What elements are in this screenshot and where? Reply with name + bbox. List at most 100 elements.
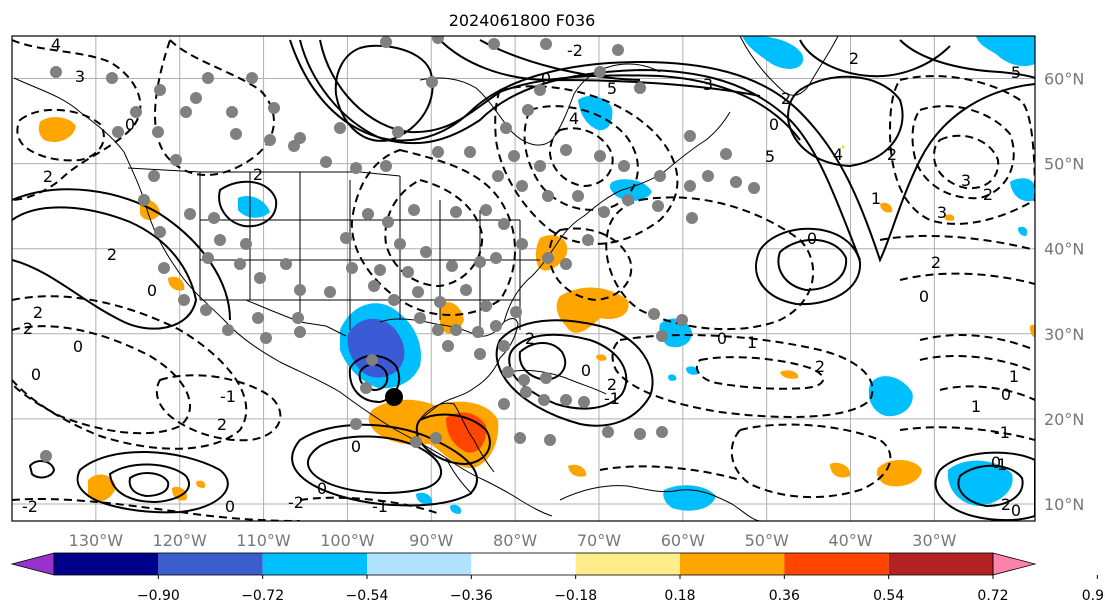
contour-lines [12,39,1035,521]
contour-label: -2 [288,493,304,512]
contour-negative [12,497,301,521]
colorbar-extend-high [992,552,1037,576]
station-dot [154,84,166,96]
station-dot [130,106,142,118]
station-dot [254,272,266,284]
colorbar-tick-label: −0.36 [450,588,493,604]
station-dot [508,150,520,162]
colorbar-segment [784,553,889,575]
longitude-label: 130°W [69,531,124,550]
station-dot [350,418,362,430]
station-dot [50,66,62,78]
contour-positive [12,188,231,321]
shade-negative [686,366,699,375]
contour-label: 0 [541,69,551,88]
station-dot [202,252,214,264]
station-dot [676,314,688,326]
station-dot [450,324,462,336]
station-dot [520,386,532,398]
station-dot [490,252,502,264]
station-dot [432,146,444,158]
station-dot [214,234,226,246]
contour-negative [299,496,441,515]
contour-positive [899,39,1035,79]
contour-positive [334,44,434,142]
contour-positive [777,238,848,292]
contour-label: -1 [372,497,388,516]
station-dot [510,306,522,318]
contour-negative [12,295,248,450]
contour-label: 2 [217,415,227,434]
latitude-label: 30°N [1044,325,1084,344]
station-dot [334,122,346,134]
station-dot [492,170,504,182]
contour-positive [508,333,628,410]
colorbar-tick-label: −0.90 [137,588,180,604]
colorbar-segment [367,553,472,575]
station-dot [498,218,510,230]
shade-negative [668,374,677,381]
shade-negative [976,36,1035,67]
station-dot [560,144,572,156]
station-dot [346,262,358,274]
station-dot [560,258,572,270]
station-dot [430,432,442,444]
coastline-central-america [445,457,553,517]
latitude-labels: 10°N 20°N 30°N 40°N 50°N 60°N [1044,70,1084,514]
station-dot [178,294,190,306]
contour-negative [384,178,484,288]
station-dot [154,226,166,238]
contour-label: 4 [833,145,843,164]
station-dot [634,82,646,94]
station-dot [394,238,406,250]
longitude-labels: 130°W 120°W 110°W 100°W 90°W 80°W 70°W 60°W 50°W… [69,531,957,550]
station-dot [106,72,118,84]
station-dot [268,102,280,114]
shade-positive [1030,325,1035,338]
contour-label: 0 [769,115,779,134]
shade-positive [780,370,799,379]
station-dot [158,262,170,274]
station-dot [730,176,742,188]
station-dot [222,324,234,336]
contour-label: 0 [31,365,41,384]
station-dot [702,170,714,182]
contour-label: 2 [781,89,791,108]
contour-label: 2 [107,245,117,264]
longitude-label: 40°W [828,531,872,550]
contour-positive [128,472,170,498]
colorbar-tick-label: −0.18 [554,588,597,604]
map-frame [11,35,1036,522]
shade-negative [868,376,913,417]
contour-label: 2 [23,319,33,338]
station-dot [408,204,420,216]
colorbar-segment [262,553,367,575]
contour-positive [495,319,654,427]
station-dot [720,148,732,160]
station-dot [446,260,458,272]
contour-positive [28,460,56,479]
station-dot [170,154,182,166]
station-dot [360,382,372,394]
station-dot [472,326,484,338]
contour-negative [919,334,1035,351]
station-dot [402,266,414,278]
coastline-east-us [503,111,731,323]
colorbar-tick-label: 0.18 [664,588,695,604]
contour-positive [76,450,229,514]
contour-negative [730,423,892,499]
station-dot [184,208,196,220]
contour-label: 1 [997,455,1007,474]
contour-label: 0 [125,115,135,134]
contour-label: 0 [1011,501,1021,520]
coastline-gulf [379,318,519,423]
station-dot [748,182,760,194]
station-dot [542,252,554,264]
contour-label: 3 [703,75,713,94]
shade-negative [578,95,613,131]
shade-negative [450,504,462,514]
station-dot [488,38,500,50]
coastline-north-america-west [13,77,473,495]
contour-label: 2 [253,165,263,184]
